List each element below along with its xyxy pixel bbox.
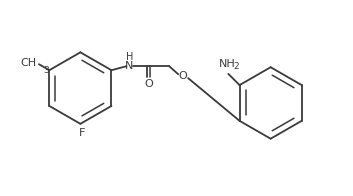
Text: CH: CH (21, 58, 37, 68)
Text: F: F (79, 128, 85, 138)
Text: O: O (179, 71, 187, 81)
Text: 2: 2 (233, 62, 239, 71)
Text: H: H (126, 52, 133, 62)
Text: O: O (144, 79, 152, 89)
Text: 3: 3 (43, 66, 49, 75)
Text: N: N (125, 61, 133, 71)
Text: NH: NH (219, 59, 236, 69)
